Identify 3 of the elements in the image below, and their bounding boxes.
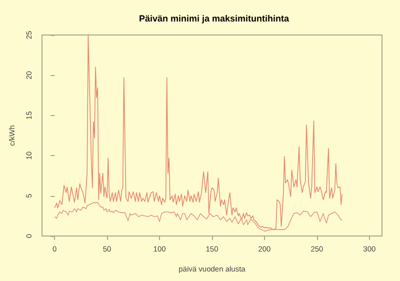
- chart-title: Päivän minimi ja maksimituntihinta: [138, 14, 290, 24]
- line-series: [54, 202, 343, 232]
- line-series: [54, 34, 343, 230]
